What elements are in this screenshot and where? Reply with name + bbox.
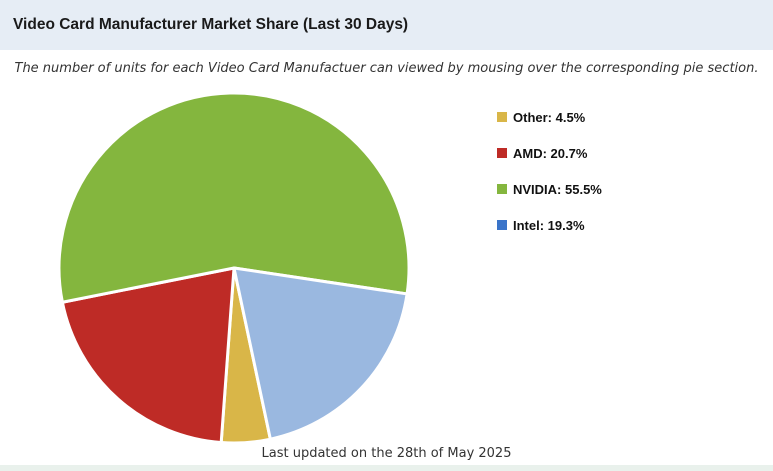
legend-item-intel: Intel: 19.3% <box>497 216 602 234</box>
legend-item-other: Other: 4.5% <box>497 108 602 126</box>
last-updated-text: Last updated on the 28th of May 2025 <box>261 446 512 461</box>
legend-swatch <box>497 112 507 122</box>
pie-slice-amd[interactable] <box>60 266 236 445</box>
legend-label: NVIDIA: 55.5% <box>513 181 602 197</box>
chart-header: Video Card Manufacturer Market Share (La… <box>0 0 773 50</box>
pie-slice-intel[interactable] <box>232 266 409 441</box>
legend: Other: 4.5% AMD: 20.7% NVIDIA: 55.5% Intel:… <box>497 108 602 252</box>
legend-item-amd: AMD: 20.7% <box>497 144 602 162</box>
bottom-bar <box>0 465 773 471</box>
pie-slice-nvidia[interactable] <box>57 91 411 304</box>
legend-label: Other: 4.5% <box>513 109 586 125</box>
legend-item-nvidia: NVIDIA: 55.5% <box>497 180 602 198</box>
chart-title: Video Card Manufacturer Market Share (La… <box>13 16 409 33</box>
legend-label: Intel: 19.3% <box>513 217 585 233</box>
legend-swatch <box>497 184 507 194</box>
legend-swatch <box>497 148 507 158</box>
chart-subtitle: The number of units for each Video Card … <box>14 61 759 76</box>
legend-swatch <box>497 220 507 230</box>
legend-label: AMD: 20.7% <box>513 145 588 161</box>
